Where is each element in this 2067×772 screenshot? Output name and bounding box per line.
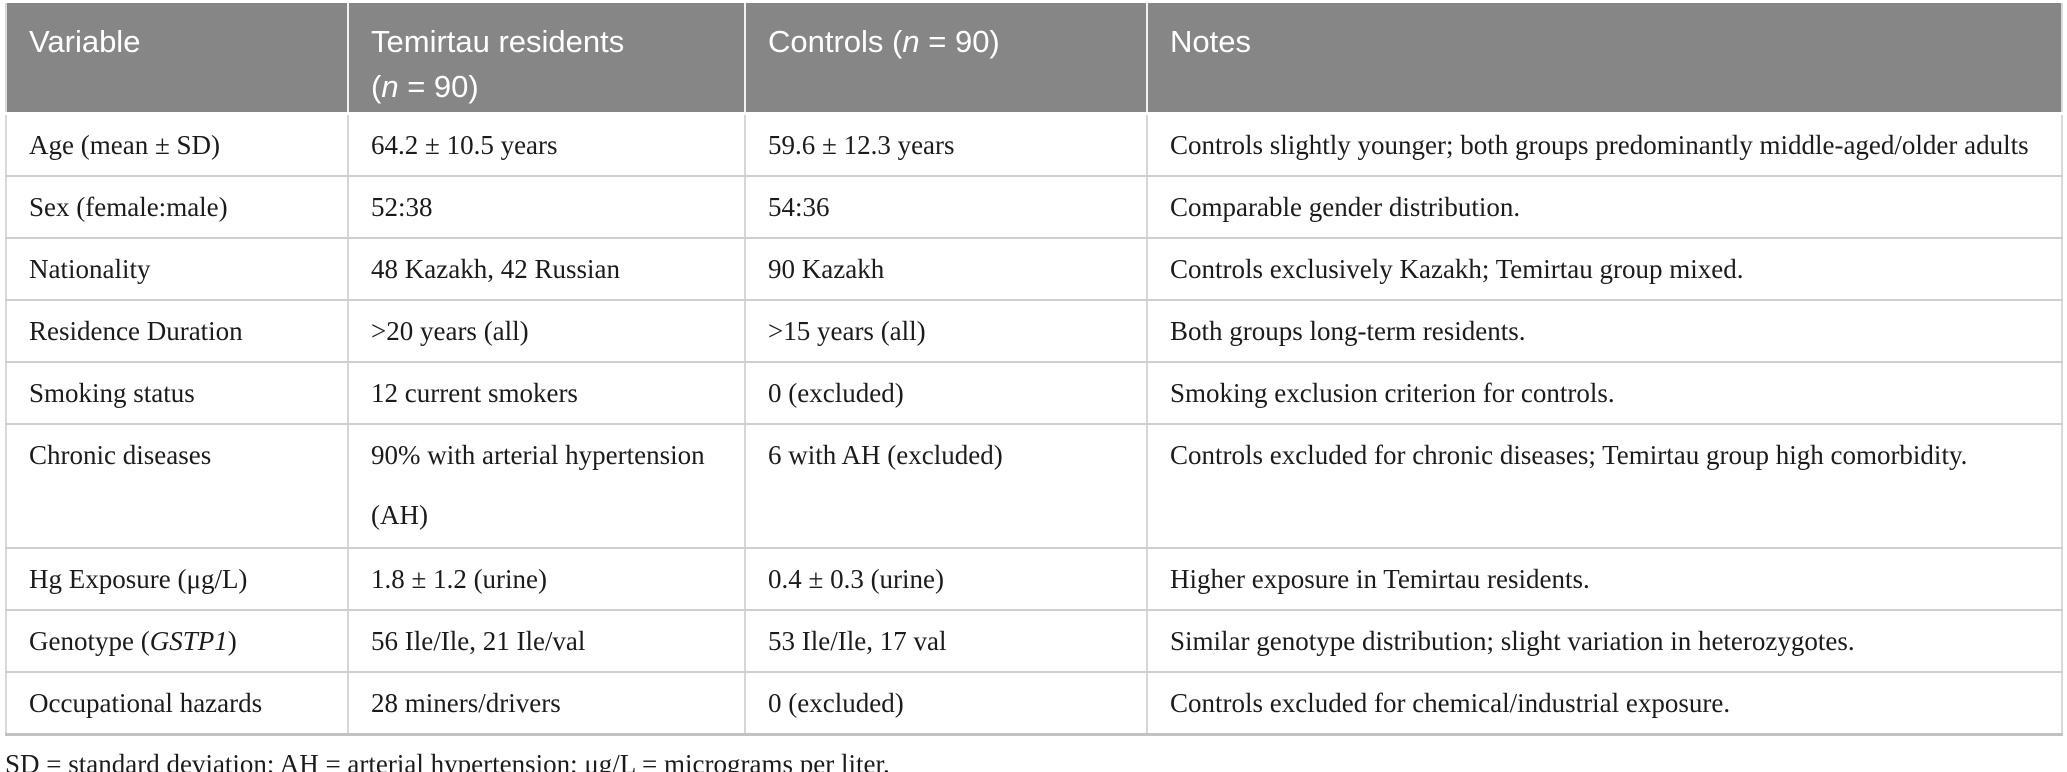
table-row-nationality: Nationality 48 Kazakh, 42 Russian 90 Kaz… [6,237,2062,301]
cell-notes: Comparable gender distribution. [1146,175,2062,239]
cell-temirtau: 12 current smokers [347,361,745,425]
cell-temirtau: 56 Ile/Ile, 21 Ile/val [347,609,745,673]
cell-variable: Age (mean ± SD) [6,113,348,177]
cell-variable: Genotype (GSTP1) [6,609,348,673]
col-header-temirtau-line1: Temirtau residents [371,24,625,59]
cell-controls: 6 with AH (excluded) [744,423,1147,549]
col-header-temirtau-line2-pre: ( [371,69,382,104]
cell-notes: Controls slightly younger; both groups p… [1146,113,2062,177]
cell-variable: Hg Exposure (μg/L) [6,547,348,611]
col-header-temirtau: Temirtau residents (n = 90) [347,3,745,115]
cell-controls: 0 (excluded) [744,671,1147,736]
table-row-occupational: Occupational hazards 28 miners/drivers 0… [6,671,2062,736]
table-row-residence: Residence Duration >20 years (all) >15 y… [6,299,2062,363]
cohort-comparison-table: Variable Temirtau residents (n = 90) Con… [5,3,2063,736]
paper-table-page: { "colors": { "header_bg": "#868686", "h… [0,3,2067,772]
col-header-variable-label: Variable [29,24,141,59]
cell-controls: 53 Ile/Ile, 17 val [744,609,1147,673]
cell-variable: Smoking status [6,361,348,425]
cell-notes: Controls exclusively Kazakh; Temirtau gr… [1146,237,2062,301]
col-header-controls: Controls (n = 90) [744,3,1147,115]
cell-temirtau: >20 years (all) [347,299,745,363]
cell-controls: 59.6 ± 12.3 years [744,113,1147,177]
table-row-hg-exposure: Hg Exposure (μg/L) 1.8 ± 1.2 (urine) 0.4… [6,547,2062,611]
col-header-temirtau-line2-post: = 90) [398,69,479,104]
cell-temirtau: 52:38 [347,175,745,239]
cell-variable: Chronic diseases [6,423,348,549]
col-header-variable: Variable [6,3,348,115]
genotype-gene-name: GSTP1 [149,625,228,656]
cell-variable: Residence Duration [6,299,348,363]
col-header-controls-n: n [902,24,920,59]
genotype-label-pre: Genotype ( [29,625,150,656]
cell-variable: Occupational hazards [6,671,348,736]
cell-notes: Controls excluded for chemical/industria… [1146,671,2062,736]
cell-notes: Higher exposure in Temirtau residents. [1146,547,2062,611]
cell-temirtau: 90% with arterial hypertension (AH) [347,423,745,549]
table-header: Variable Temirtau residents (n = 90) Con… [6,3,2062,115]
table-row-genotype: Genotype (GSTP1) 56 Ile/Ile, 21 Ile/val … [6,609,2062,673]
col-header-temirtau-n: n [381,69,399,104]
cell-controls: >15 years (all) [744,299,1147,363]
cell-notes: Smoking exclusion criterion for controls… [1146,361,2062,425]
cell-variable: Nationality [6,237,348,301]
cell-variable: Sex (female:male) [6,175,348,239]
table-row-sex: Sex (female:male) 52:38 54:36 Comparable… [6,175,2062,239]
col-header-notes: Notes [1146,3,2062,115]
cell-notes: Controls excluded for chronic diseases; … [1146,423,2062,549]
cell-temirtau: 64.2 ± 10.5 years [347,113,745,177]
genotype-label-post: ) [227,625,237,656]
cell-temirtau: 28 miners/drivers [347,671,745,736]
col-header-notes-label: Notes [1170,24,1251,59]
table-footnote: SD = standard deviation; AH = arterial h… [5,748,890,772]
cell-controls: 0 (excluded) [744,361,1147,425]
cell-controls: 90 Kazakh [744,237,1147,301]
table-row-chronic-diseases: Chronic diseases 90% with arterial hyper… [6,423,2062,549]
cell-temirtau: 1.8 ± 1.2 (urine) [347,547,745,611]
cell-controls: 0.4 ± 0.3 (urine) [744,547,1147,611]
col-header-controls-post: = 90) [919,24,1000,59]
header-row: Variable Temirtau residents (n = 90) Con… [6,3,2062,115]
table-body: Age (mean ± SD) 64.2 ± 10.5 years 59.6 ±… [6,113,2062,736]
table-row-age: Age (mean ± SD) 64.2 ± 10.5 years 59.6 ±… [6,113,2062,177]
cell-temirtau: 48 Kazakh, 42 Russian [347,237,745,301]
table-row-smoking: Smoking status 12 current smokers 0 (exc… [6,361,2062,425]
table-container: Variable Temirtau residents (n = 90) Con… [5,3,2063,736]
cell-controls: 54:36 [744,175,1147,239]
col-header-controls-pre: Controls ( [768,24,903,59]
cell-notes: Similar genotype distribution; slight va… [1146,609,2062,673]
cell-notes: Both groups long-term residents. [1146,299,2062,363]
